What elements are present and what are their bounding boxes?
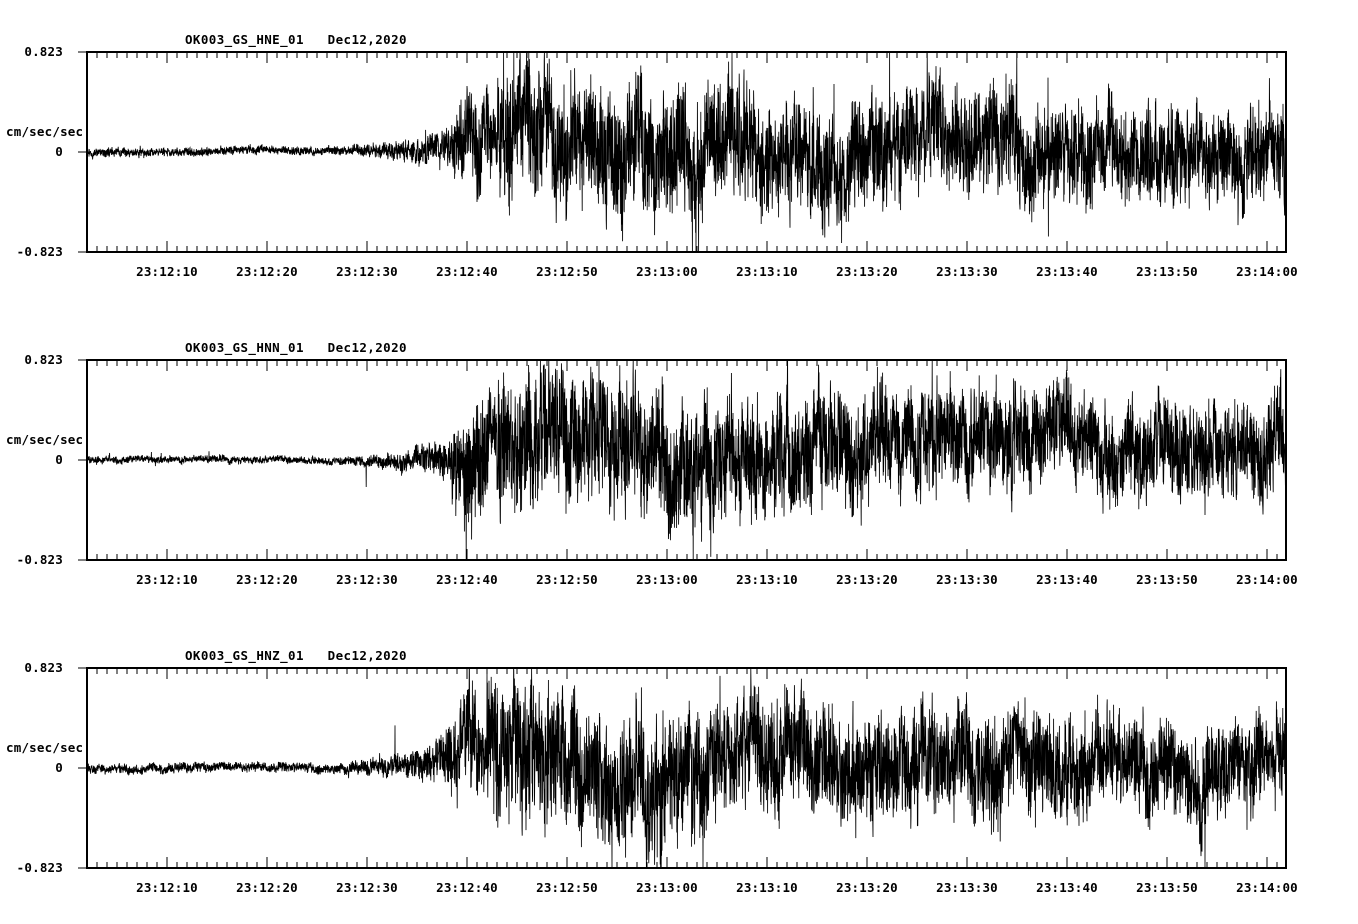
x-axis-tick-label: 23:13:50 [1136,572,1198,587]
x-axis-tick-label: 23:13:00 [636,264,698,279]
x-axis-tick-label: 23:12:10 [136,264,198,279]
y-axis-units-label: cm/sec/sec [6,740,84,755]
x-axis-tick-label: 23:14:00 [1236,880,1298,895]
y-axis-tick-label-max: 0.823 [24,44,63,59]
x-axis-tick-label: 23:12:20 [236,572,298,587]
waveform-trace [86,51,1287,253]
panel-title: OK003_GS_HNZ_01 Dec12,2020 [185,648,407,663]
x-axis-tick-label: 23:13:10 [736,264,798,279]
y-axis-tick-label-min: -0.823 [16,552,63,567]
x-axis-tick-label: 23:12:40 [436,880,498,895]
x-axis-tick-label: 23:12:30 [336,880,398,895]
y-axis-tick-label-min: -0.823 [16,244,63,259]
x-axis-tick-label: 23:13:10 [736,880,798,895]
x-axis-ticks [96,360,1278,560]
x-axis-tick-label: 23:12:40 [436,264,498,279]
y-axis-tick-label-max: 0.823 [24,352,63,367]
x-axis-tick-label: 23:13:20 [836,572,898,587]
y-axis-ticks [78,51,87,253]
x-axis-tick-label: 23:13:30 [936,572,998,587]
x-axis-tick-label: 23:12:20 [236,264,298,279]
x-axis-tick-label: 23:13:30 [936,264,998,279]
x-axis-tick-label: 23:12:50 [536,572,598,587]
y-axis-units-label: cm/sec/sec [6,432,84,447]
waveform-trace [86,667,1287,869]
y-axis-tick-label-zero: 0 [55,144,63,159]
x-axis-tick-label: 23:12:30 [336,572,398,587]
x-axis-tick-label: 23:13:00 [636,880,698,895]
panel-title: OK003_GS_HNN_01 Dec12,2020 [185,340,407,355]
x-axis-tick-label: 23:13:40 [1036,264,1098,279]
y-axis-tick-label-zero: 0 [55,760,63,775]
x-axis-tick-label: 23:14:00 [1236,572,1298,587]
x-axis-tick-label: 23:13:50 [1136,880,1198,895]
x-axis-tick-label: 23:13:40 [1036,880,1098,895]
x-axis-tick-label: 23:12:40 [436,572,498,587]
y-axis-ticks [78,359,87,561]
x-axis-ticks [96,52,1278,252]
waveform-plot [78,667,1287,869]
x-axis-tick-label: 23:13:20 [836,264,898,279]
x-axis-tick-label: 23:13:20 [836,880,898,895]
x-axis-tick-label: 23:12:50 [536,880,598,895]
x-axis-tick-label: 23:13:50 [1136,264,1198,279]
x-axis-tick-label: 23:12:10 [136,880,198,895]
y-axis-units-label: cm/sec/sec [6,124,84,139]
y-axis-ticks [78,667,87,869]
x-axis-ticks [96,668,1278,868]
y-axis-tick-label-min: -0.823 [16,860,63,875]
y-axis-tick-label-zero: 0 [55,452,63,467]
x-axis-tick-label: 23:13:00 [636,572,698,587]
waveform-trace [86,359,1287,561]
x-axis-tick-label: 23:12:10 [136,572,198,587]
x-axis-tick-label: 23:12:20 [236,880,298,895]
panel-title: OK003_GS_HNE_01 Dec12,2020 [185,32,407,47]
x-axis-tick-label: 23:14:00 [1236,264,1298,279]
x-axis-tick-label: 23:12:50 [536,264,598,279]
x-axis-tick-label: 23:12:30 [336,264,398,279]
waveform-plot [78,51,1287,253]
x-axis-tick-label: 23:13:30 [936,880,998,895]
x-axis-tick-label: 23:13:10 [736,572,798,587]
waveform-plot [78,359,1287,561]
y-axis-tick-label-max: 0.823 [24,660,63,675]
x-axis-tick-label: 23:13:40 [1036,572,1098,587]
